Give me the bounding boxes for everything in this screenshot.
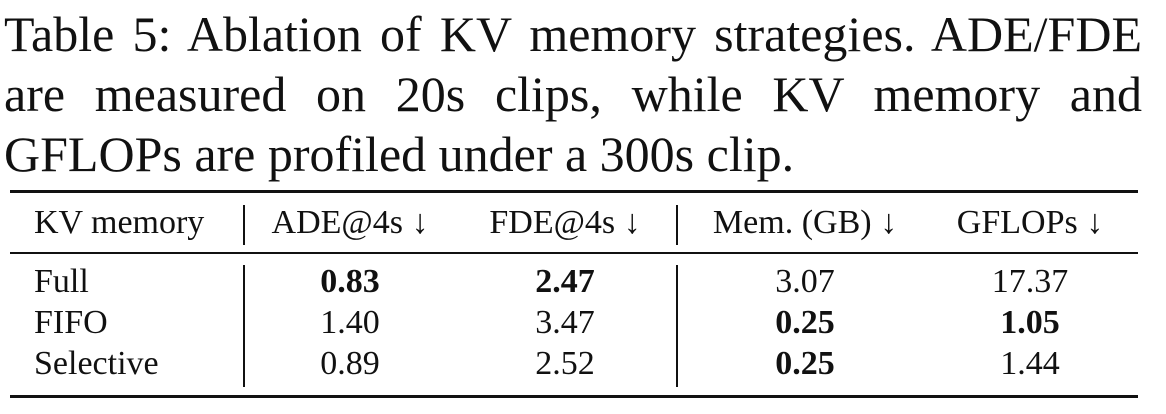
table-cell: 2.47: [535, 263, 595, 300]
header-cell: FDE@4s ↓: [489, 204, 641, 241]
table-cell: FIFO: [34, 304, 108, 341]
header-cell: KV memory: [34, 204, 205, 241]
column-divider: [676, 205, 678, 245]
table-cell: 1.05: [1000, 304, 1060, 341]
table-cell: 0.25: [775, 304, 835, 341]
column-divider: [243, 265, 245, 387]
column-divider: [243, 205, 245, 245]
table-cell: 1.40: [320, 304, 380, 341]
table-cell: 1.44: [1000, 345, 1060, 382]
top-rule: [10, 190, 1138, 193]
table-cell: 0.89: [320, 345, 380, 382]
table-cell: Selective: [34, 345, 159, 382]
table-cell: 3.07: [775, 263, 835, 300]
caption-label: Table 5:: [4, 6, 172, 62]
table-cell: 2.52: [535, 345, 595, 382]
table-cell: 17.37: [991, 263, 1069, 300]
header-cell: ADE@4s ↓: [271, 204, 429, 241]
table-cell: Full: [34, 263, 89, 300]
table-cell: 0.83: [320, 263, 380, 300]
bottom-rule: [10, 395, 1138, 398]
header-cell: GFLOPs ↓: [956, 204, 1104, 241]
caption-text: Ablation of KV memory strategies. ADE/FD…: [4, 6, 1143, 182]
mid-rule: [10, 252, 1138, 254]
header-cell: Mem. (GB) ↓: [712, 204, 898, 241]
column-divider: [676, 265, 678, 387]
table-cell: 3.47: [535, 304, 595, 341]
caption: Table 5: Ablation of KV memory strategie…: [4, 4, 1142, 184]
table-cell: 0.25: [775, 345, 835, 382]
